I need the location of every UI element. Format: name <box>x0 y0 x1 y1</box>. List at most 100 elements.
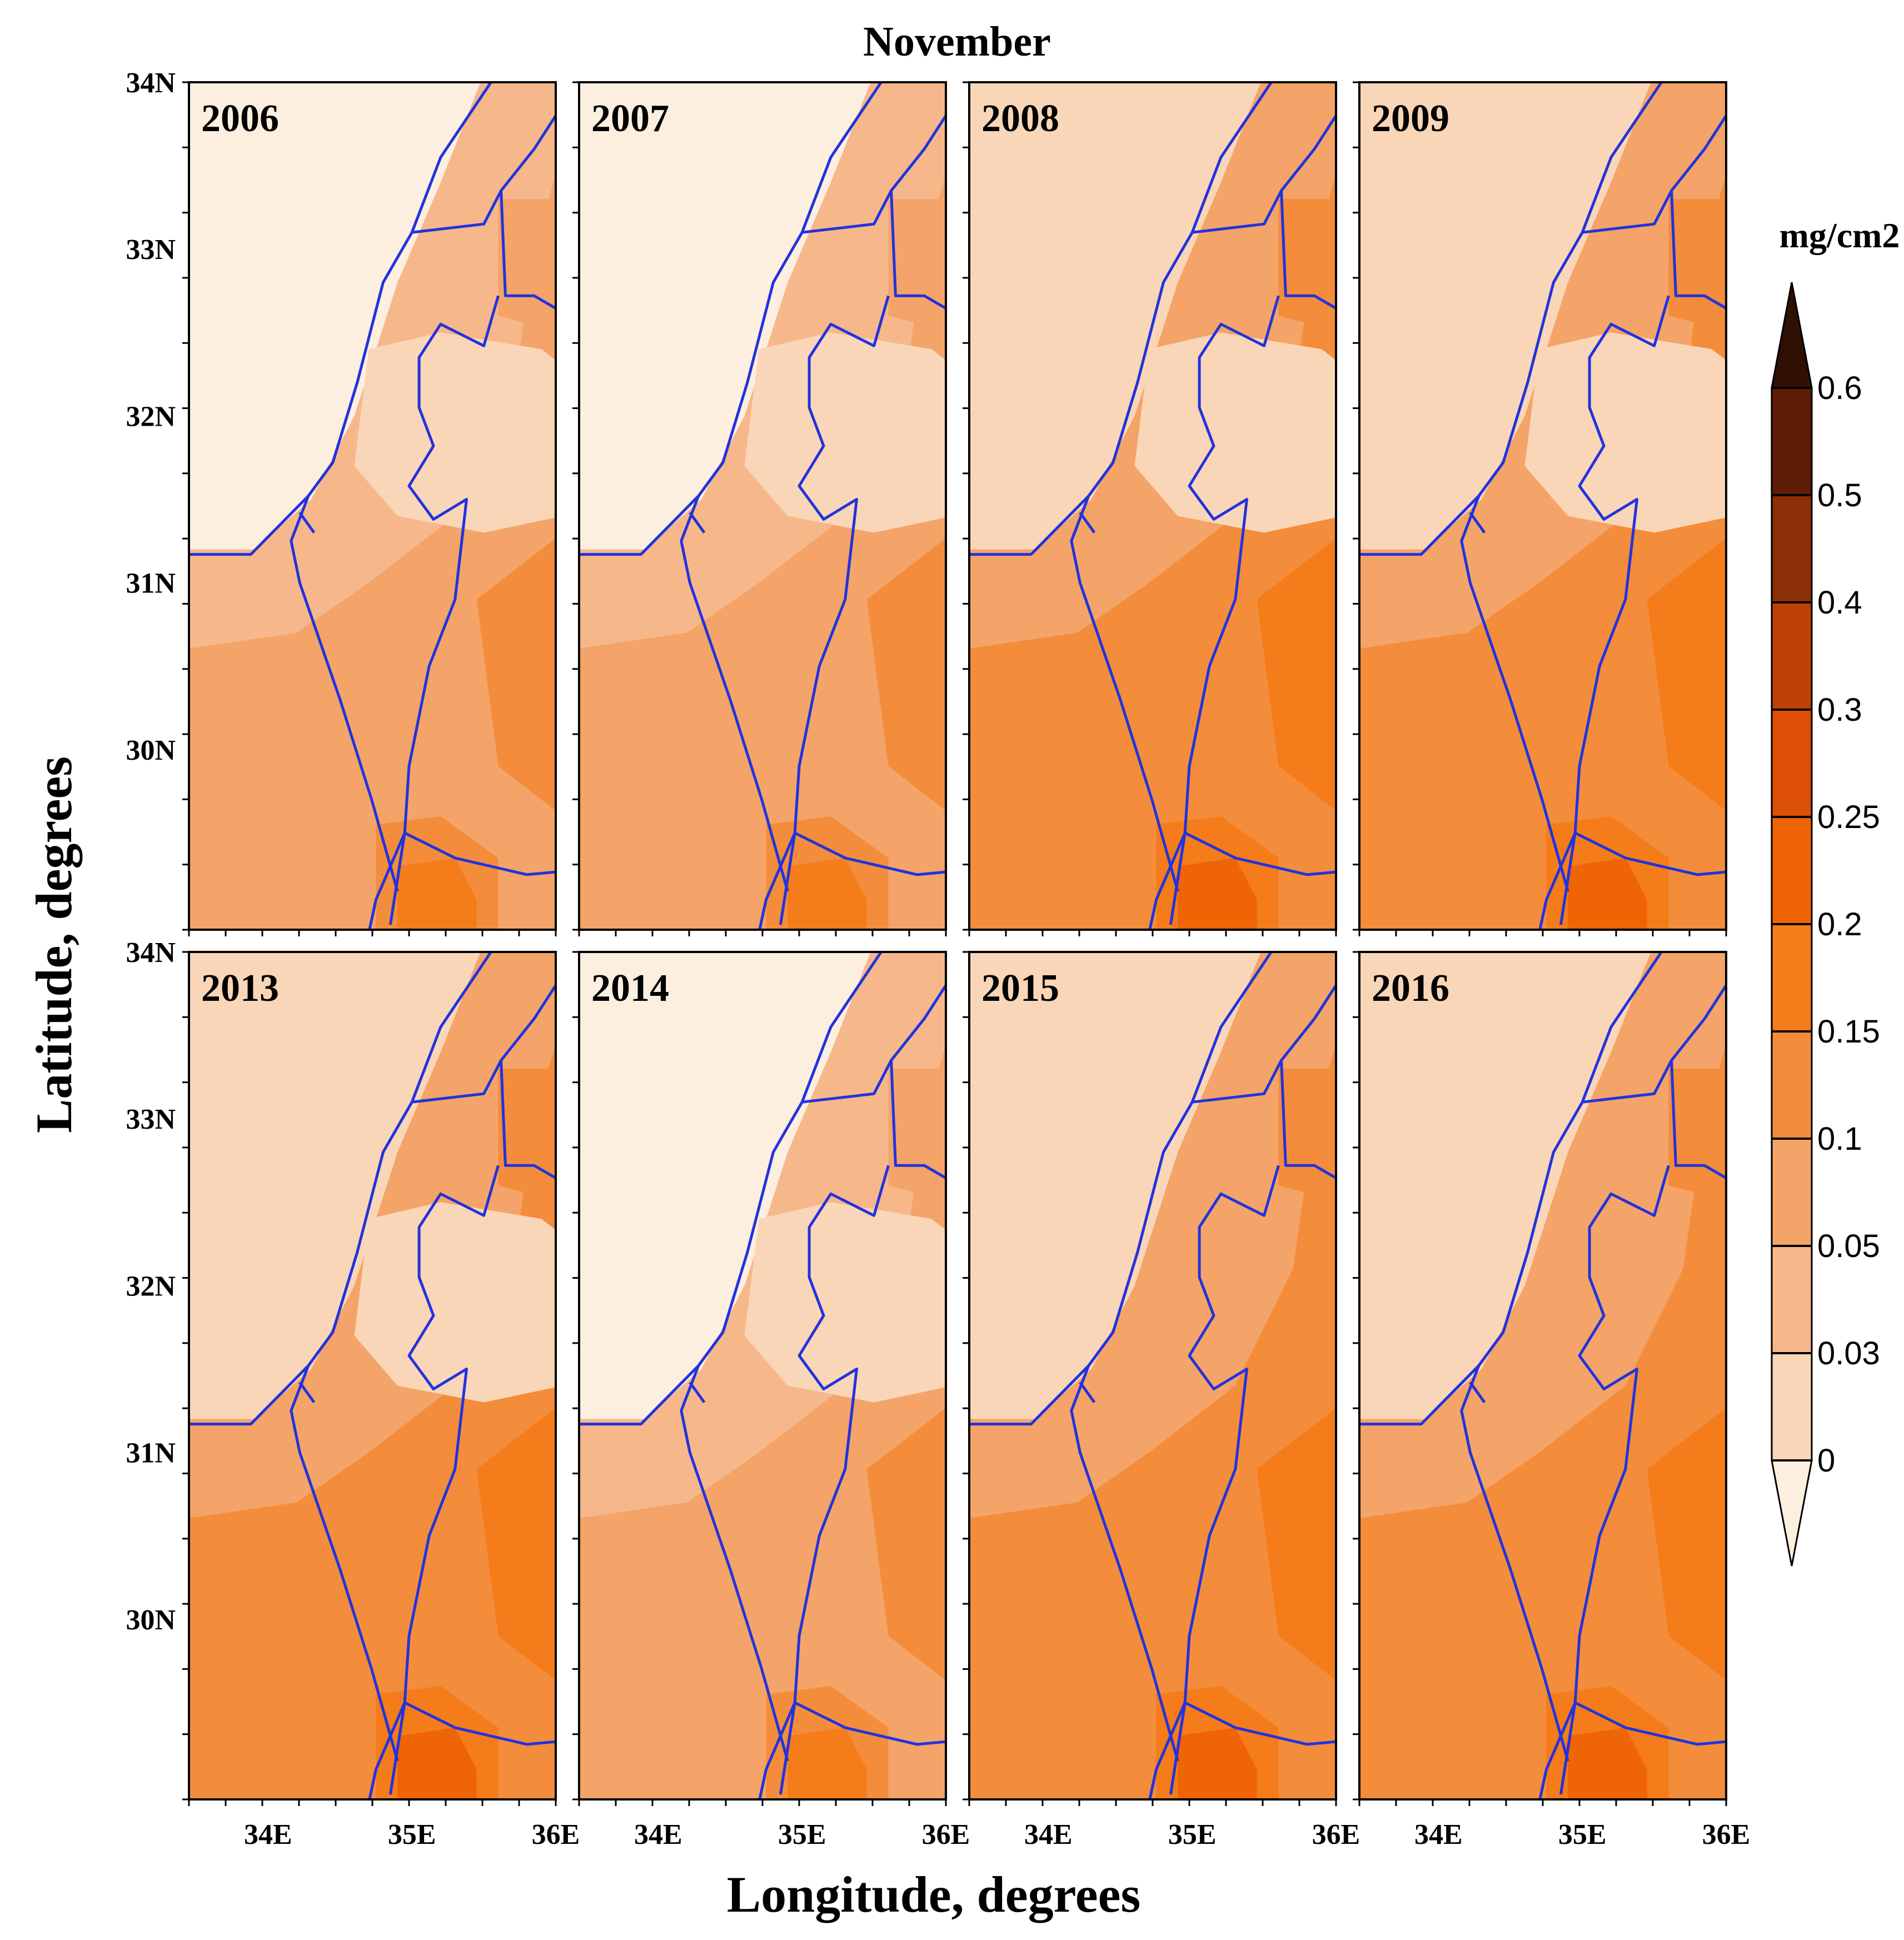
concentration-zone <box>1668 1069 1726 1200</box>
panel-year-label: 2007 <box>591 97 669 140</box>
country-border <box>403 295 500 834</box>
concentration-zone <box>1178 1727 1257 1799</box>
map-panel-2006: 2006 <box>182 81 557 936</box>
country-border <box>1148 832 1187 930</box>
concentration-zone <box>1359 174 1726 930</box>
country-border <box>689 1382 706 1403</box>
country-border <box>1538 832 1577 930</box>
country-border <box>1359 952 1663 1426</box>
panel-year-label: 2008 <box>981 97 1059 140</box>
panel-year-label: 2006 <box>201 97 279 140</box>
country-border <box>1169 1702 1187 1795</box>
concentration-zone <box>1257 538 1336 811</box>
low-concentration-patch <box>744 332 946 533</box>
latitude-tick-label: 34N <box>126 67 176 99</box>
colorbar-tick-label: 0.15 <box>1817 1014 1880 1050</box>
concentration-zone <box>397 1727 477 1799</box>
country-border <box>1469 1382 1486 1403</box>
map-panel-2014: 2014 <box>572 951 947 1806</box>
panel-year-label: 2009 <box>1372 97 1449 140</box>
country-border <box>368 832 406 930</box>
concentration-zone <box>1568 857 1647 930</box>
country-border <box>1582 189 1726 310</box>
latitude-tick-label: 33N <box>126 1104 176 1135</box>
map-panel-2008: 2008 <box>963 81 1337 936</box>
panel-grid: 2006 2007 2008 2009 2013 2014 2015 2016 <box>182 81 1727 1806</box>
colorbar-segment <box>1772 602 1812 710</box>
colorbar-segment <box>1772 817 1812 924</box>
colorbar-segment <box>1772 1353 1812 1460</box>
longitude-tick-label: 35E <box>778 1819 826 1851</box>
concentration-zone <box>888 1069 946 1200</box>
concentration-zone <box>787 1727 867 1799</box>
map-panel-2013: 2013 <box>182 951 557 1806</box>
country-border <box>969 952 1273 1426</box>
country-border <box>1559 832 1577 925</box>
country-border <box>579 952 883 1426</box>
country-border <box>1574 1701 1726 1746</box>
country-border <box>758 1702 796 1799</box>
concentration-zone <box>1647 538 1726 811</box>
colorbar-min-extension <box>1771 1459 1813 1567</box>
latitude-tick-label: 32N <box>126 401 176 432</box>
concentration-zone <box>1359 1044 1726 1799</box>
map-panel-2015: 2015 <box>963 951 1337 1806</box>
colorbar-segment <box>1772 1139 1812 1246</box>
country-border <box>793 295 890 834</box>
country-border <box>1184 1701 1336 1746</box>
country-border <box>388 1702 406 1795</box>
colorbar-tick-label: 0.1 <box>1817 1121 1862 1157</box>
colorbar-segment <box>1772 924 1812 1031</box>
longitude-tick-label: 35E <box>1168 1819 1217 1851</box>
concentration-zone <box>866 1408 946 1680</box>
country-border <box>579 82 883 556</box>
low-concentration-patch <box>1134 332 1336 533</box>
longitude-tick-label: 36E <box>922 1819 970 1851</box>
panel-year-label: 2015 <box>981 967 1059 1010</box>
latitude-tick-label: 31N <box>126 568 176 600</box>
concentration-zone <box>1278 199 1336 331</box>
concentration-zone <box>476 538 556 811</box>
country-border <box>388 832 406 925</box>
country-border <box>969 82 1273 556</box>
colorbar: 0 0.03 0.05 0.1 0.15 0.2 0.25 0.3 0.4 0.5 0.6 <box>1771 282 1880 1567</box>
panel-year-label: 2013 <box>201 967 279 1010</box>
country-border <box>1573 1165 1670 1703</box>
country-border <box>1582 1059 1726 1180</box>
colorbar-tick-label: 0.2 <box>1817 906 1862 942</box>
colorbar-unit: mg/cm2 <box>1780 216 1900 255</box>
country-border <box>290 1365 399 1762</box>
country-border <box>1079 1382 1096 1403</box>
country-border <box>1559 1702 1577 1795</box>
longitude-tick-label: 35E <box>1558 1819 1607 1851</box>
x-axis-label: Longitude, degrees <box>727 1866 1141 1923</box>
latitude-tick-label: 30N <box>126 735 176 766</box>
country-border <box>1148 1702 1187 1799</box>
colorbar-tick-label: 0.03 <box>1817 1335 1880 1372</box>
country-border <box>411 1059 556 1180</box>
colorbar-segment <box>1772 710 1812 817</box>
latitude-tick-label: 30N <box>126 1604 176 1636</box>
concentration-zone <box>498 199 556 331</box>
low-concentration-patch <box>354 332 556 533</box>
country-border <box>1183 1165 1280 1703</box>
country-border <box>1460 495 1569 892</box>
country-border <box>689 512 706 533</box>
concentration-zone <box>866 538 946 811</box>
concentration-zone <box>1257 1408 1336 1680</box>
longitude-tick-label: 36E <box>1312 1819 1360 1851</box>
country-border <box>758 832 796 930</box>
longitude-tick-label: 34E <box>1414 1819 1463 1851</box>
map-panel-2016: 2016 <box>1353 951 1727 1806</box>
concentration-zone <box>787 857 867 930</box>
country-border <box>403 1165 500 1703</box>
map-panel-2009: 2009 <box>1353 81 1727 936</box>
concentration-zone <box>969 174 1336 930</box>
country-border <box>680 495 789 892</box>
concentration-zone <box>1178 857 1257 930</box>
country-border <box>189 952 492 1426</box>
country-border <box>1670 983 1726 1061</box>
country-border <box>189 82 492 556</box>
country-border <box>1670 113 1726 192</box>
colorbar-segment <box>1772 1246 1812 1353</box>
